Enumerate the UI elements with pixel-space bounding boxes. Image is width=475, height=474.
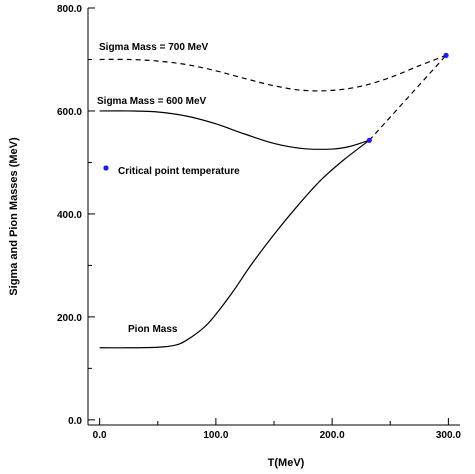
legend-label-critical-point: Critical point temperature [118, 166, 240, 177]
series-line-sigma-mass-600-mev-extension [368, 54, 447, 141]
annotation-pion-mass: Pion Mass [128, 324, 178, 335]
y-tick-label: 600.0 [57, 107, 82, 118]
x-tick-label: 200.0 [320, 430, 345, 441]
series-layer [99, 54, 447, 349]
y-tick-label: 400.0 [57, 210, 82, 221]
y-axis-title: Sigma and Pion Masses (MeV) [8, 137, 20, 296]
y-tick-label: 200.0 [57, 313, 82, 324]
y-tick-label: 800.0 [57, 4, 82, 15]
x-axis-title: T(MeV) [268, 457, 305, 469]
y-tick-label: 0.0 [68, 416, 82, 427]
annotation-sigma-600: Sigma Mass = 600 MeV [97, 96, 207, 107]
annotation-sigma-700: Sigma Mass = 700 MeV [99, 42, 209, 53]
tick-labels: 0.0 100.0 200.0 300.0 0.0 200.0 400.0 600.0 800.… [57, 4, 461, 441]
x-tick-label: 100.0 [203, 430, 228, 441]
series-line-sigma-mass-700-mev [99, 54, 447, 92]
marker-layer [366, 52, 449, 143]
plot-frame [87, 8, 460, 426]
x-tick-label: 300.0 [436, 430, 461, 441]
critical-point-marker [366, 137, 372, 143]
critical-point-marker [443, 52, 449, 58]
axis-ticks [88, 7, 449, 425]
series-line-sigma-mass-600-mev [99, 110, 370, 150]
legend-marker-critical-point [103, 165, 109, 171]
series-line-pion-mass [99, 139, 370, 349]
x-tick-label: 0.0 [93, 430, 107, 441]
